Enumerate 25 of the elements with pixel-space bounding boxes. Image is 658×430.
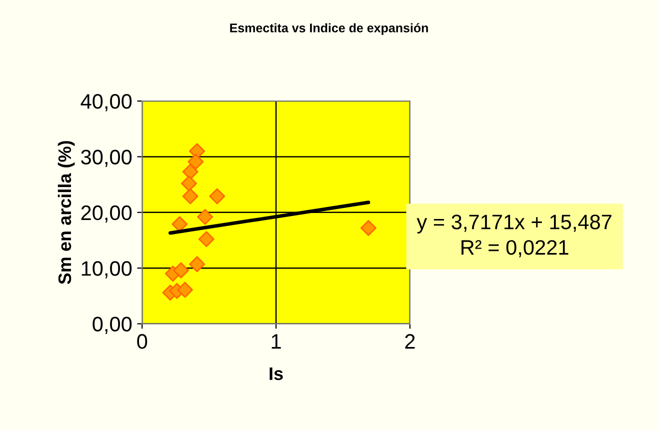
text: y = 3,7171x + 15,487: [416, 214, 612, 234]
point: [172, 216, 188, 232]
point: [198, 231, 214, 248]
text: R² = 0,0221: [462, 240, 568, 258]
x-tick-label: 1: [272, 334, 281, 349]
x-tick-label: 2: [405, 334, 415, 349]
point: [177, 282, 193, 298]
y-tick-label: 30,00: [81, 150, 132, 167]
x-axis-title: Is: [270, 367, 283, 380]
chart-title: Esmectita vs Indice de expansión: [230, 23, 428, 35]
x-tick-label: 0: [137, 334, 148, 349]
point: [188, 154, 204, 170]
y-axis-title: Sm en arcilla (%): [58, 141, 75, 284]
point: [182, 188, 198, 204]
y-tick-label: 0,00: [92, 316, 132, 334]
y-tick-label: 10,00: [82, 261, 132, 278]
point: [360, 220, 376, 236]
point: [189, 256, 206, 272]
point: [209, 188, 226, 204]
point: [181, 175, 197, 192]
point: [182, 164, 198, 180]
y-tick-label: 20,00: [81, 205, 132, 223]
point: [197, 208, 214, 225]
point: [172, 262, 189, 278]
y-tick-label: 40,00: [80, 94, 132, 112]
